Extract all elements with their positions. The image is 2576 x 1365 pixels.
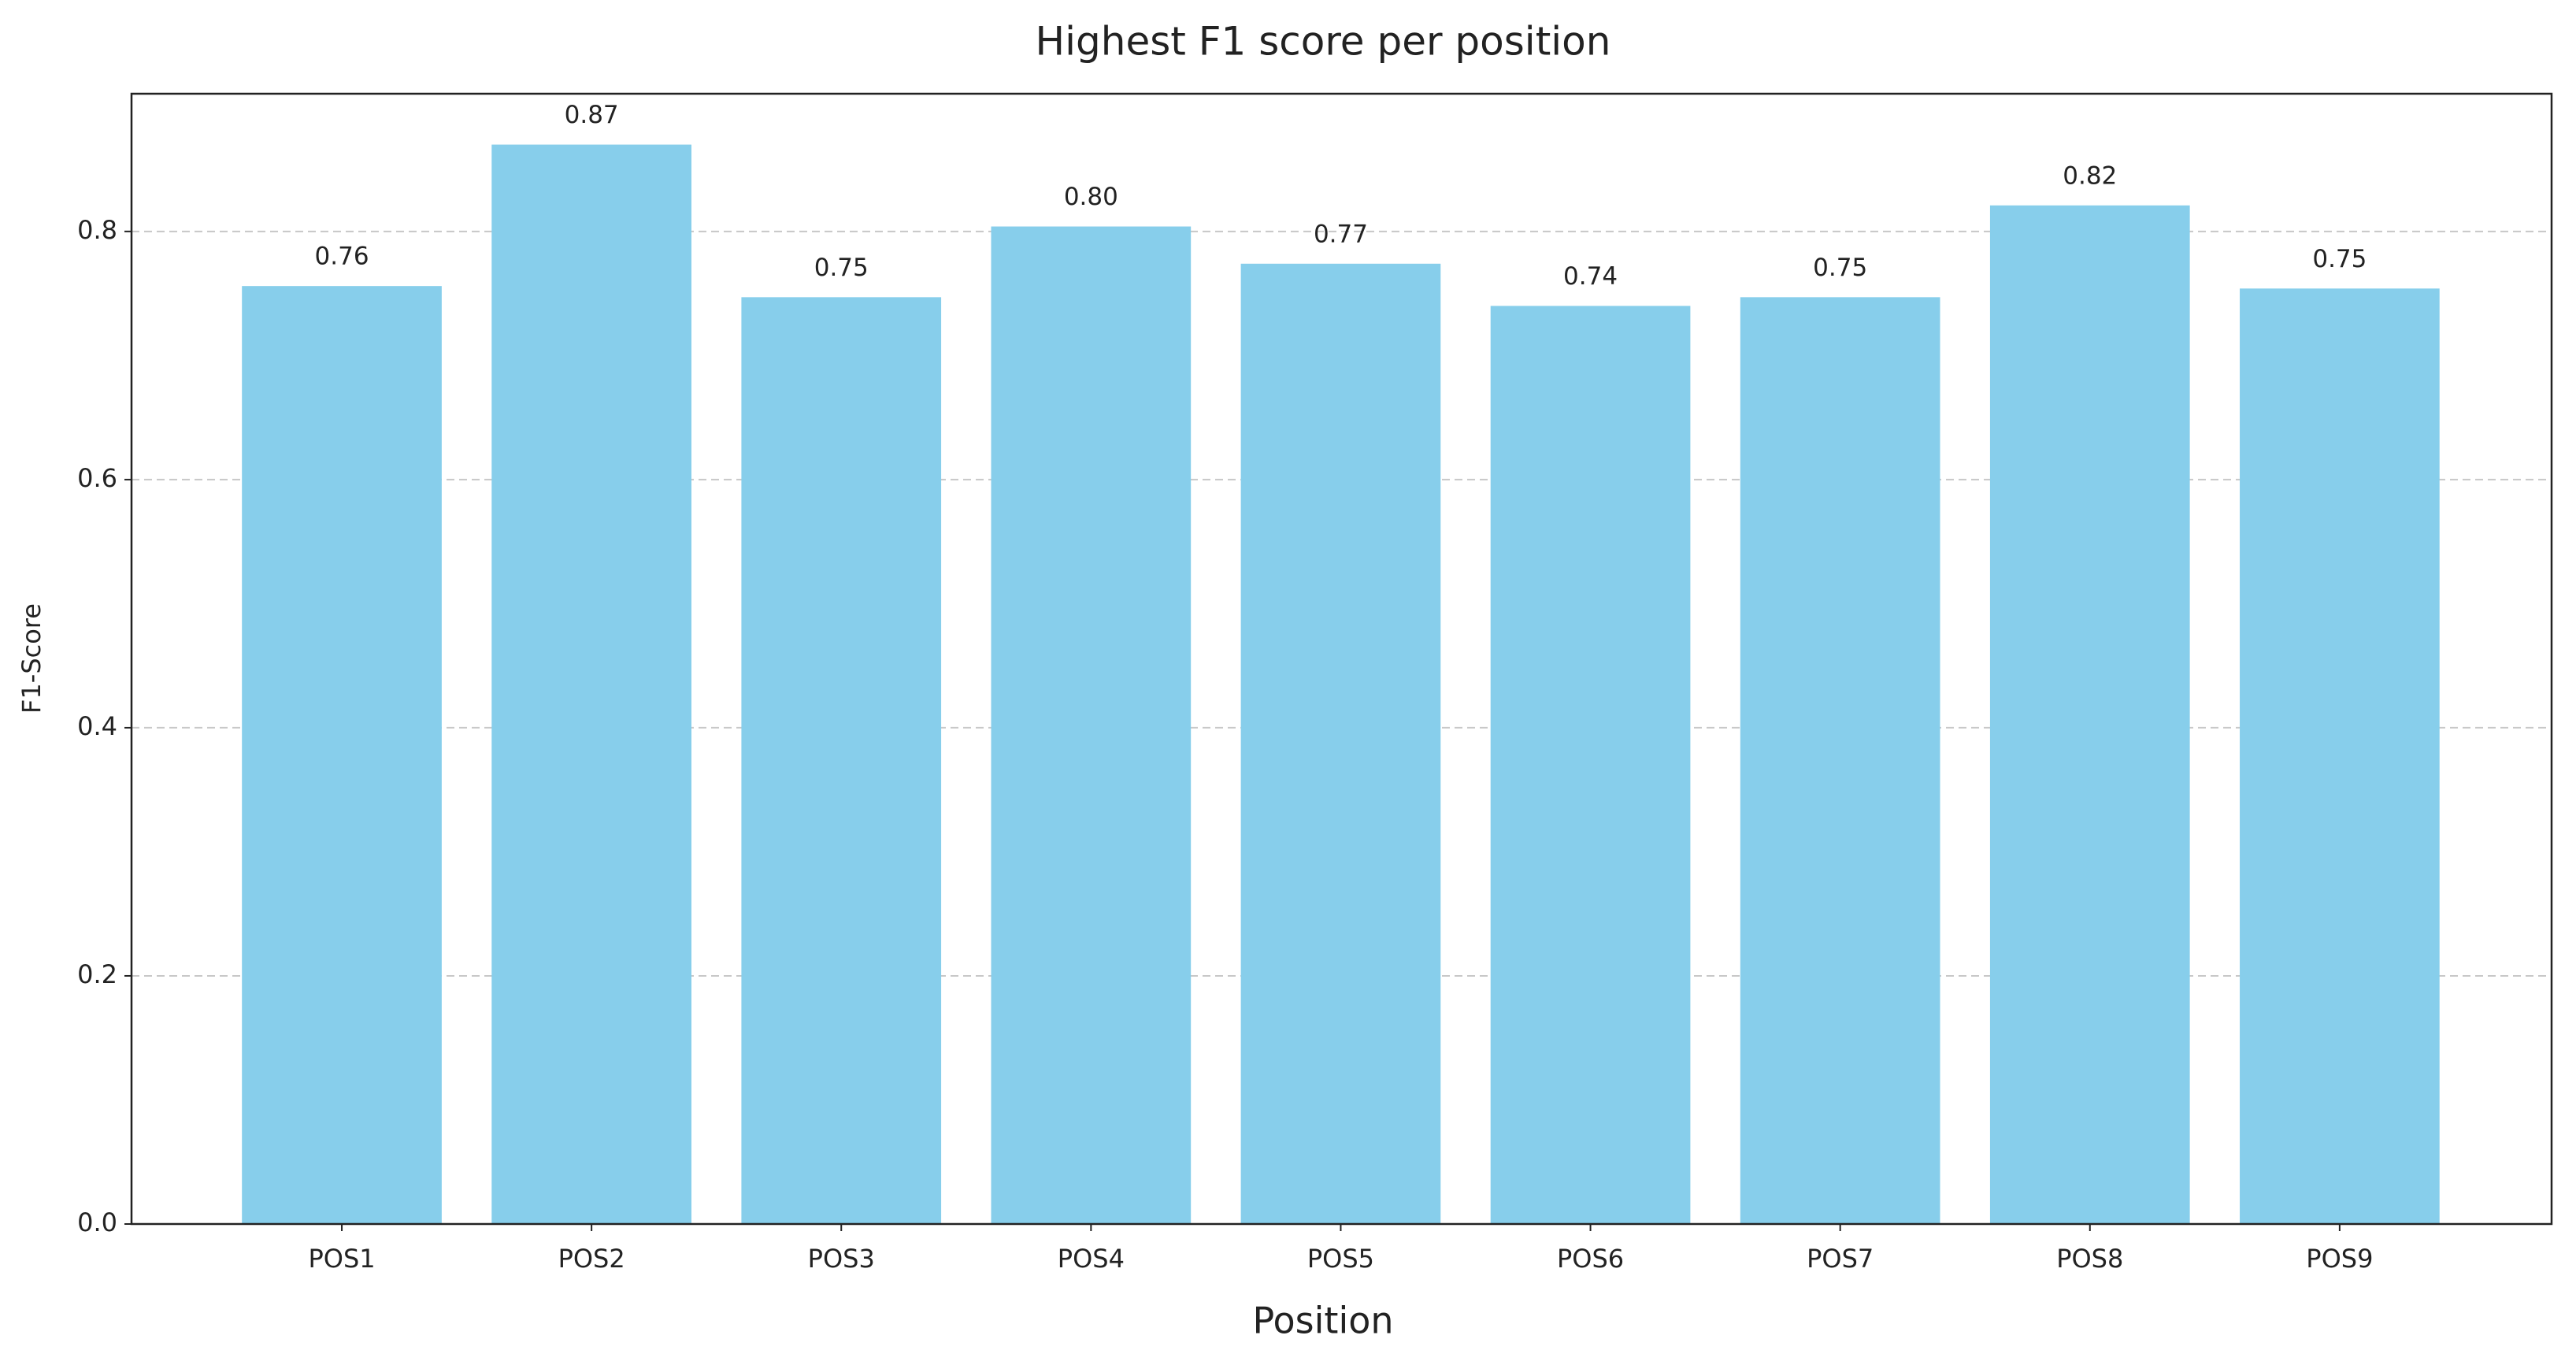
value-label: 0.77 [1314,220,1368,248]
x-tick-label: POS9 [2306,1244,2373,1274]
bar [2240,288,2440,1224]
bar [491,144,691,1224]
y-axis-label: F1-Score [17,603,46,714]
bar [741,297,942,1224]
bar [1240,263,1441,1225]
bar [1989,205,2190,1224]
value-label: 0.80 [1064,183,1118,211]
value-label: 0.76 [315,243,369,271]
x-axis-label: Position [1252,1300,1393,1342]
plot-frame [130,92,2553,1226]
y-tick-label: 0.0 [77,1207,117,1237]
chart-title: Highest F1 score per position [1036,19,1611,65]
value-label: 0.75 [814,254,869,282]
bar [991,226,1192,1225]
y-tick-label: 0.8 [77,215,117,245]
value-label: 0.74 [1563,262,1618,291]
x-tick-label: POS1 [308,1244,375,1274]
value-label: 0.87 [565,101,619,129]
x-tick-label: POS7 [1807,1244,1874,1274]
y-tick-label: 0.6 [77,463,117,493]
x-tick-label: POS8 [2056,1244,2123,1274]
y-tick-label: 0.4 [77,711,117,741]
x-tick-label: POS4 [1058,1244,1125,1274]
bar [242,286,442,1224]
x-tick-label: POS6 [1557,1244,1624,1274]
value-label: 0.75 [1813,254,1867,282]
x-tick-label: POS5 [1307,1244,1374,1274]
x-tick-label: POS2 [558,1244,625,1274]
value-label: 0.75 [2312,245,2367,273]
x-tick-label: POS3 [808,1244,875,1274]
y-tick-label: 0.2 [77,959,117,989]
value-label: 0.82 [2063,161,2117,190]
bar [1490,306,1691,1224]
bar [1740,297,1940,1224]
